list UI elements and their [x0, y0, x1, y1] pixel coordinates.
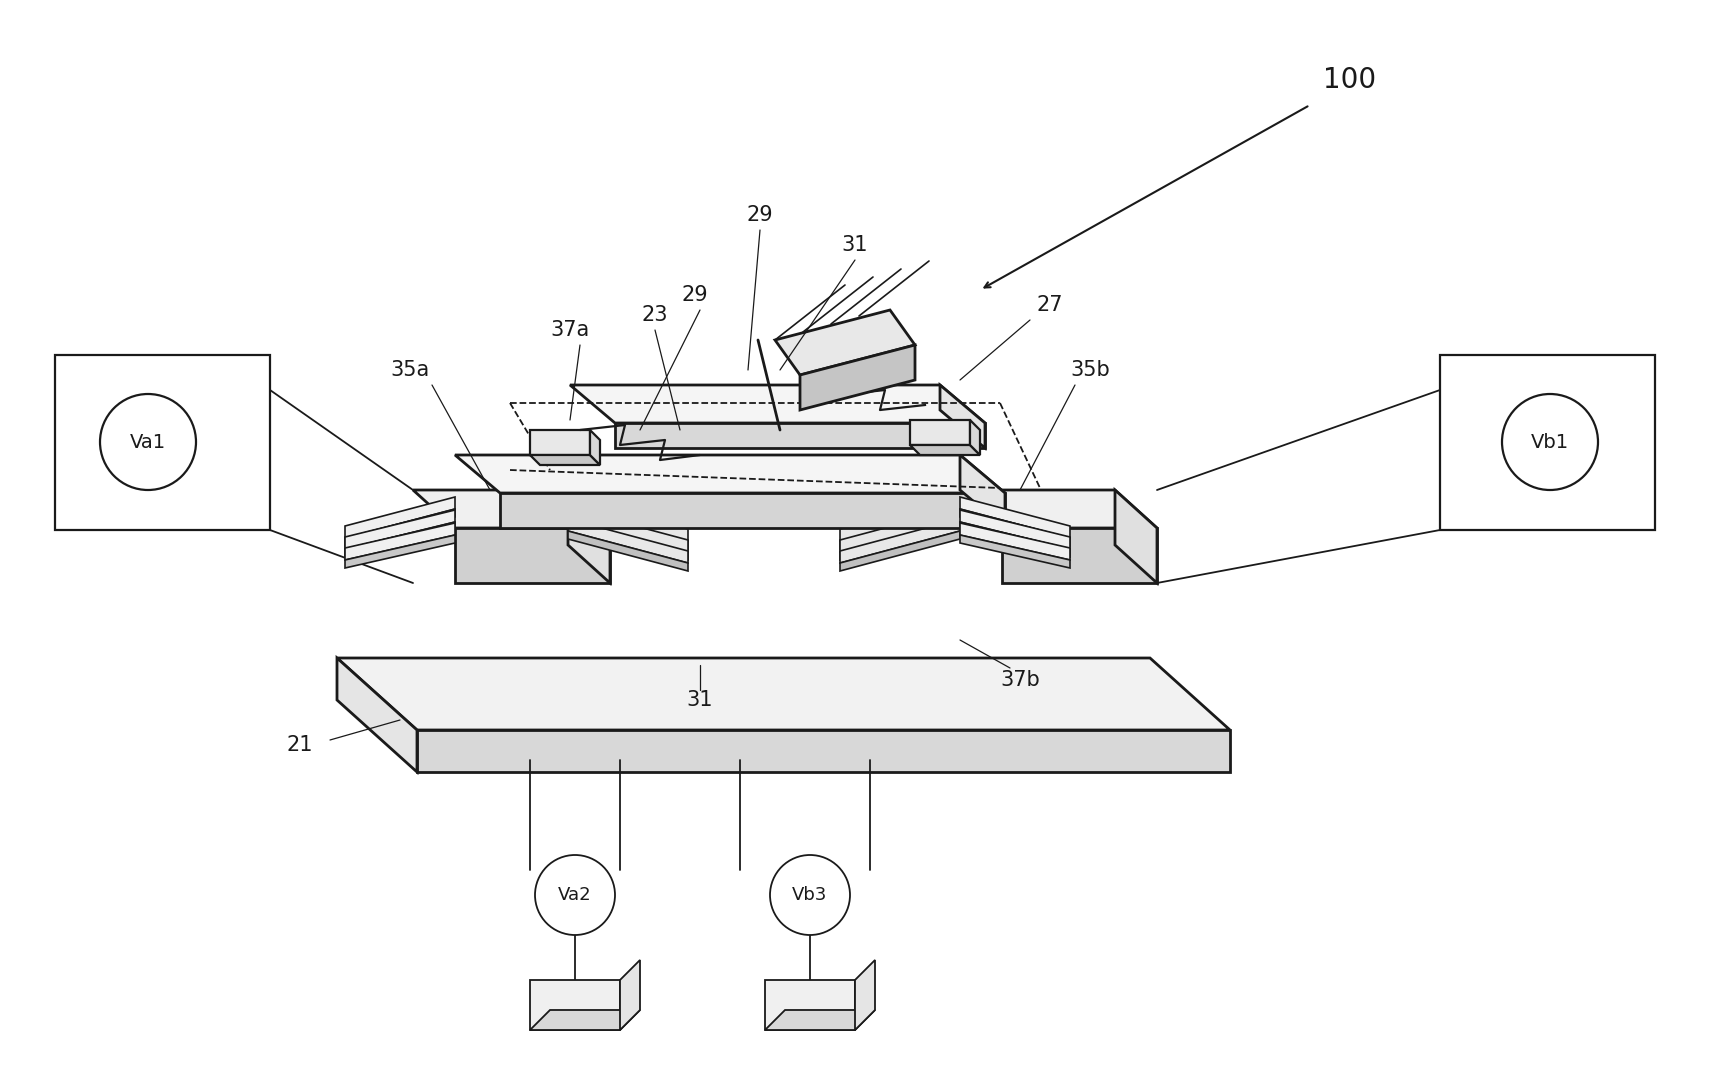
Text: Vb3: Vb3 — [793, 886, 827, 904]
Polygon shape — [800, 345, 914, 410]
Polygon shape — [841, 497, 960, 541]
Polygon shape — [620, 960, 639, 1030]
Circle shape — [1502, 394, 1598, 490]
Bar — [909, 420, 971, 445]
Polygon shape — [960, 535, 1070, 568]
Polygon shape — [774, 310, 914, 375]
Text: 27: 27 — [1037, 294, 1063, 315]
Polygon shape — [530, 1010, 639, 1030]
Polygon shape — [567, 497, 689, 541]
Polygon shape — [766, 1010, 875, 1030]
Text: 35a: 35a — [390, 360, 429, 380]
Polygon shape — [345, 535, 455, 568]
Polygon shape — [1114, 490, 1157, 583]
Polygon shape — [345, 497, 455, 538]
Polygon shape — [960, 455, 1005, 528]
Polygon shape — [841, 508, 960, 552]
Circle shape — [535, 855, 615, 935]
Polygon shape — [417, 730, 1230, 773]
Polygon shape — [345, 523, 455, 560]
Polygon shape — [345, 522, 455, 557]
Text: 21: 21 — [287, 735, 313, 755]
Polygon shape — [337, 658, 1230, 730]
Polygon shape — [567, 509, 689, 550]
Polygon shape — [345, 510, 455, 550]
Polygon shape — [971, 420, 979, 455]
Polygon shape — [337, 658, 417, 773]
Polygon shape — [455, 455, 1005, 493]
Polygon shape — [530, 455, 600, 465]
Polygon shape — [501, 493, 1005, 528]
Polygon shape — [567, 490, 610, 583]
Polygon shape — [909, 445, 979, 455]
Polygon shape — [571, 385, 984, 423]
Polygon shape — [567, 508, 689, 552]
Polygon shape — [567, 531, 689, 571]
Polygon shape — [455, 528, 610, 583]
Circle shape — [771, 855, 849, 935]
Polygon shape — [841, 531, 960, 571]
Text: Va1: Va1 — [130, 432, 166, 451]
Text: 35b: 35b — [1070, 360, 1109, 380]
Text: 37a: 37a — [550, 320, 590, 340]
Polygon shape — [960, 523, 1070, 560]
Bar — [55, 355, 270, 530]
Polygon shape — [590, 430, 600, 465]
Text: 37b: 37b — [1000, 670, 1039, 690]
Text: 31: 31 — [843, 235, 868, 255]
Polygon shape — [841, 520, 960, 560]
Text: 31: 31 — [687, 690, 713, 710]
Text: 23: 23 — [643, 305, 668, 325]
Bar — [1441, 355, 1654, 530]
Polygon shape — [960, 509, 1070, 546]
Circle shape — [101, 394, 197, 490]
Polygon shape — [960, 510, 1070, 550]
Text: 29: 29 — [682, 285, 708, 305]
Polygon shape — [960, 497, 1070, 538]
Bar — [530, 430, 590, 455]
Polygon shape — [960, 490, 1157, 528]
Polygon shape — [854, 960, 875, 1030]
Polygon shape — [414, 490, 610, 528]
Polygon shape — [1001, 528, 1157, 583]
Polygon shape — [841, 509, 960, 550]
Bar — [530, 980, 620, 1030]
Text: 29: 29 — [747, 205, 772, 225]
Polygon shape — [567, 520, 689, 560]
Bar — [766, 980, 854, 1030]
Polygon shape — [345, 509, 455, 546]
Text: Va2: Va2 — [559, 886, 591, 904]
Text: 100: 100 — [1323, 66, 1376, 94]
Polygon shape — [841, 519, 960, 563]
Polygon shape — [615, 423, 984, 448]
Polygon shape — [940, 385, 984, 448]
Polygon shape — [567, 519, 689, 563]
Text: Vb1: Vb1 — [1531, 432, 1569, 451]
Polygon shape — [960, 522, 1070, 557]
